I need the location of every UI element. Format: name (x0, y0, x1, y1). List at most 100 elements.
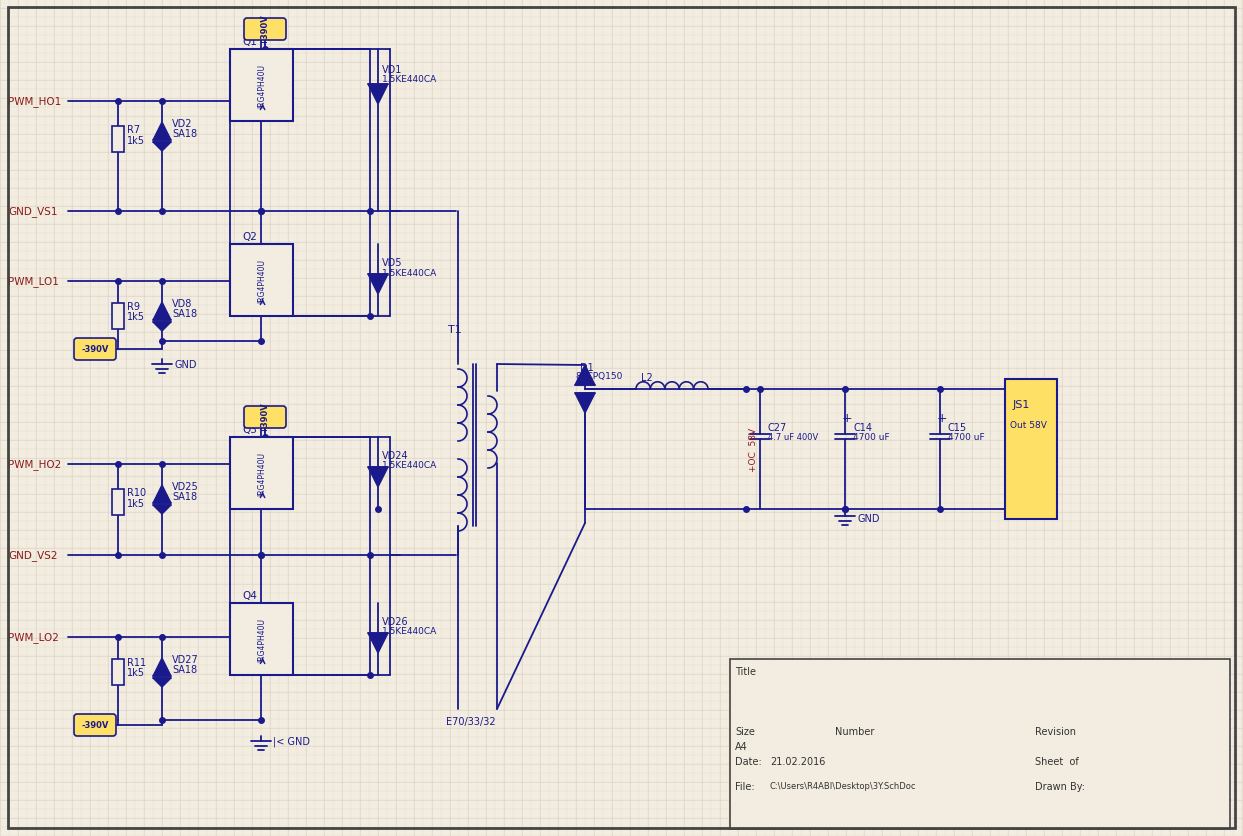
Bar (1006, 380, 1057, 519)
Polygon shape (153, 658, 172, 676)
Text: R9: R9 (127, 302, 140, 312)
FancyBboxPatch shape (75, 714, 116, 737)
Polygon shape (153, 486, 172, 503)
Text: T1: T1 (447, 324, 461, 334)
Text: VD1: VD1 (382, 65, 403, 75)
Text: GND_VS1: GND_VS1 (7, 206, 57, 217)
Text: Date:: Date: (735, 756, 762, 766)
Text: A4: A4 (735, 741, 748, 751)
Polygon shape (368, 633, 388, 653)
Polygon shape (153, 123, 172, 140)
Bar (730, 660, 1231, 829)
Text: -390V: -390V (81, 721, 108, 730)
Text: File:: File: (735, 781, 755, 791)
Text: +: + (937, 411, 947, 424)
Text: 1.5KE440CA: 1.5KE440CA (382, 461, 438, 470)
Text: 1.5KE440CA: 1.5KE440CA (382, 75, 438, 84)
Text: Q3: Q3 (242, 425, 257, 435)
Text: Q2: Q2 (242, 232, 257, 242)
Text: VD27: VD27 (172, 655, 199, 665)
Text: 4700 uF: 4700 uF (948, 433, 984, 442)
Polygon shape (368, 275, 388, 294)
Text: +: + (842, 411, 853, 424)
Text: R10: R10 (127, 487, 147, 497)
Text: IRG4PH40U: IRG4PH40U (257, 617, 266, 661)
Text: Sheet  of: Sheet of (1035, 756, 1079, 766)
Text: +OC  58V: +OC 58V (750, 427, 758, 472)
Text: C27: C27 (768, 422, 787, 432)
Text: C15: C15 (948, 422, 967, 432)
FancyBboxPatch shape (75, 339, 116, 360)
Text: +390V: +390V (261, 14, 270, 45)
Polygon shape (153, 143, 172, 152)
Polygon shape (576, 394, 595, 414)
Text: GND: GND (856, 513, 880, 523)
Bar (112, 127, 124, 153)
Text: 1k5: 1k5 (127, 135, 145, 145)
Polygon shape (153, 323, 172, 332)
Text: IRG4PH40U: IRG4PH40U (257, 64, 266, 108)
FancyBboxPatch shape (244, 19, 286, 41)
Polygon shape (576, 365, 595, 385)
Text: IRG4PH40U: IRG4PH40U (257, 451, 266, 496)
Text: C:\Users\R4ABI\Desktop\3Y.SchDoc: C:\Users\R4ABI\Desktop\3Y.SchDoc (769, 782, 916, 791)
Text: 4.7 uF 400V: 4.7 uF 400V (768, 433, 818, 442)
Text: PWM_LO2: PWM_LO2 (7, 632, 58, 643)
Text: Out 58V: Out 58V (1011, 420, 1047, 429)
Text: SA18: SA18 (172, 492, 198, 502)
Text: VD5: VD5 (382, 257, 403, 268)
Bar (227, 48, 441, 319)
Text: Drawn By:: Drawn By: (1035, 781, 1085, 791)
Text: +390V: +390V (261, 402, 270, 433)
Text: |< GND: |< GND (273, 736, 310, 747)
Text: Revision: Revision (1035, 726, 1076, 737)
Text: R7: R7 (127, 125, 140, 135)
Text: 1k5: 1k5 (127, 498, 145, 508)
Text: VD8: VD8 (172, 298, 193, 308)
Polygon shape (153, 303, 172, 321)
Text: PWM_HO2: PWM_HO2 (7, 459, 61, 470)
Bar (112, 303, 124, 329)
Text: Title: Title (735, 666, 756, 676)
Text: 1k5: 1k5 (127, 312, 145, 322)
Text: Q4: Q4 (242, 590, 257, 600)
Text: PWM_LO1: PWM_LO1 (7, 276, 58, 287)
Text: Number: Number (835, 726, 874, 737)
Text: D1: D1 (580, 363, 594, 373)
Bar (112, 660, 124, 686)
Text: 4700 uF: 4700 uF (853, 433, 890, 442)
Text: L2: L2 (641, 373, 653, 383)
Text: SA18: SA18 (172, 665, 198, 674)
Text: 21.02.2016: 21.02.2016 (769, 756, 825, 766)
Bar (230, 245, 293, 317)
Text: 1.5KE440CA: 1.5KE440CA (382, 268, 438, 278)
Text: 1k5: 1k5 (127, 667, 145, 677)
Text: VD25: VD25 (172, 482, 199, 492)
Text: VD26: VD26 (382, 616, 409, 626)
Polygon shape (368, 85, 388, 104)
Polygon shape (368, 467, 388, 487)
Text: SA18: SA18 (172, 308, 198, 319)
Text: C14: C14 (853, 422, 873, 432)
Text: VD2: VD2 (172, 119, 193, 129)
Text: PWM_HO1: PWM_HO1 (7, 96, 61, 107)
Text: 80CPQ150: 80CPQ150 (576, 372, 623, 381)
Text: VD24: VD24 (382, 451, 409, 461)
Text: -390V: -390V (81, 345, 108, 354)
FancyBboxPatch shape (244, 406, 286, 429)
Polygon shape (153, 506, 172, 514)
Bar (230, 50, 293, 122)
Text: R11: R11 (127, 657, 147, 667)
Text: E70/33/32: E70/33/32 (446, 716, 496, 726)
Bar (230, 604, 293, 675)
Text: Q1: Q1 (242, 37, 257, 47)
Text: 1.5KE440CA: 1.5KE440CA (382, 627, 438, 635)
Text: Size: Size (735, 726, 755, 737)
Polygon shape (153, 678, 172, 687)
Text: SA18: SA18 (172, 129, 198, 139)
Text: GND: GND (174, 359, 196, 370)
Bar (112, 489, 124, 515)
Text: IRG4PH40U: IRG4PH40U (257, 258, 266, 303)
Text: GND_VS2: GND_VS2 (7, 550, 57, 561)
Bar (230, 437, 293, 509)
